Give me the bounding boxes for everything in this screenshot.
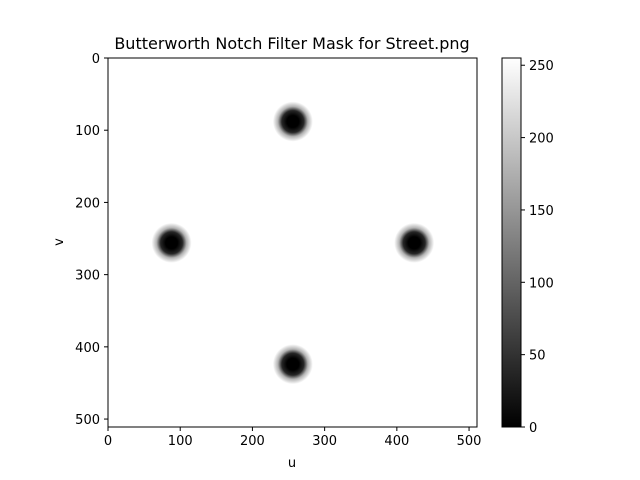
- x-tick-label: 300: [312, 434, 337, 449]
- y-tick-label: 400: [75, 341, 100, 356]
- y-tick-label: 100: [75, 124, 100, 139]
- x-axis-label: u: [288, 456, 296, 471]
- notch-3: [394, 222, 435, 263]
- y-tick-label: 300: [75, 269, 100, 284]
- y-tick-label: 500: [75, 413, 100, 428]
- plot-area: [107, 57, 478, 428]
- notch-2: [151, 222, 192, 263]
- colorbar-tick-label: 0: [529, 421, 537, 436]
- y-tick-label: 0: [92, 52, 100, 67]
- notch-layer: [151, 101, 435, 385]
- notch-1: [272, 101, 313, 142]
- colorbar-tick-label: 200: [529, 132, 554, 147]
- chart-title: Butterworth Notch Filter Mask for Street…: [114, 34, 469, 53]
- colorbar-tick-label: 150: [529, 204, 554, 219]
- x-tick-label: 0: [104, 434, 112, 449]
- plot-frame: [107, 57, 478, 428]
- notch-4: [272, 344, 313, 385]
- y-axis: 0 100 200 300 400 500: [75, 52, 108, 428]
- x-tick-label: 500: [457, 434, 482, 449]
- colorbar-tick-label: 100: [529, 276, 554, 291]
- x-axis: 0 100 200 300 400 500: [104, 427, 482, 449]
- y-tick-label: 200: [75, 196, 100, 211]
- colorbar-tick-label: 50: [529, 349, 546, 364]
- colorbar: 0 50 100 150 200 250: [501, 57, 554, 436]
- x-tick-label: 400: [384, 434, 409, 449]
- colorbar-ticks: 0 50 100 150 200 250: [521, 59, 554, 436]
- x-tick-label: 100: [168, 434, 193, 449]
- y-axis-label: v: [52, 238, 67, 246]
- colorbar-strip: [501, 57, 522, 428]
- x-tick-label: 200: [240, 434, 265, 449]
- colorbar-tick-label: 250: [529, 59, 554, 74]
